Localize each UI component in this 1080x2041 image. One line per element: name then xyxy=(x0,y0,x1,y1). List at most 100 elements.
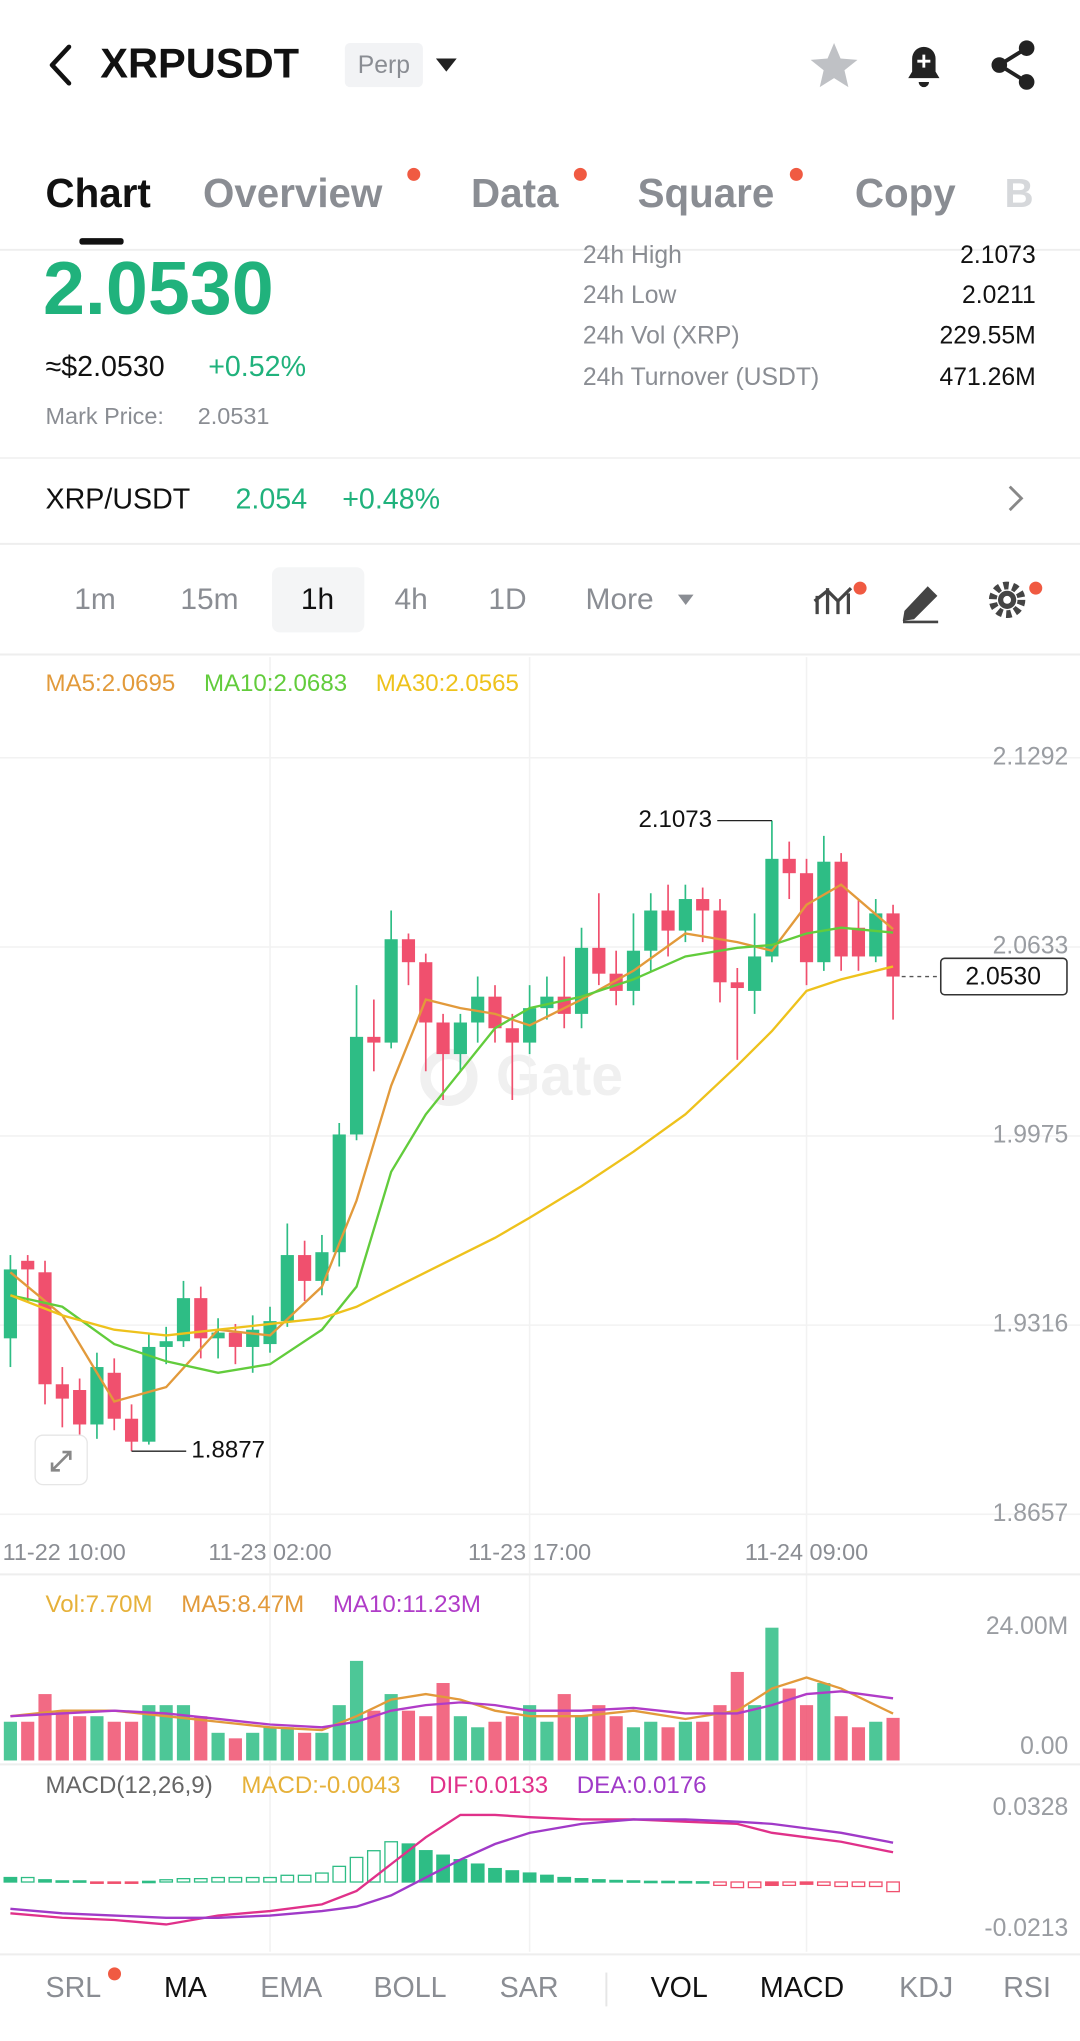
candle-body xyxy=(713,910,727,983)
interval[interactable]: 1m xyxy=(74,583,116,616)
volume-bar xyxy=(696,1721,710,1761)
tab[interactable]: Square xyxy=(638,170,775,216)
indicator-tab[interactable]: SRL xyxy=(46,1972,102,2004)
indicator-line xyxy=(10,1818,894,1919)
indicator-tab[interactable]: EMA xyxy=(260,1972,323,2004)
macd-bar xyxy=(418,1850,433,1883)
volume-bar xyxy=(730,1671,744,1761)
y-tick-label: 1.9975 xyxy=(993,1121,1069,1148)
indicator-icon[interactable] xyxy=(813,586,853,615)
badge-dot xyxy=(407,167,421,181)
favorite-icon[interactable] xyxy=(810,42,858,88)
legend-entry: MA10:11.23M xyxy=(333,1591,481,1618)
x-tick-label: 11-23 02:00 xyxy=(208,1539,331,1565)
volume-bar xyxy=(592,1705,606,1761)
volume-bar xyxy=(505,1716,519,1761)
indicator-tab[interactable]: MACD xyxy=(760,1972,844,2004)
settings-icon-hole xyxy=(1003,595,1012,604)
candle-body xyxy=(765,858,779,957)
last-price: 2.0530 xyxy=(43,246,274,330)
macd-bar xyxy=(384,1841,399,1883)
volume-bar xyxy=(349,1660,364,1761)
candle-body xyxy=(38,1272,52,1385)
interval[interactable]: 4h xyxy=(395,583,428,616)
volume-bar xyxy=(851,1727,866,1761)
indicator-tab[interactable]: BOLL xyxy=(373,1972,446,2004)
volume-bar xyxy=(107,1721,121,1761)
tab[interactable]: Overview xyxy=(203,170,383,216)
candle-body xyxy=(817,861,831,963)
macd-bar xyxy=(643,1880,658,1884)
legend-entry: MA5:2.0695 xyxy=(46,670,176,697)
plot: 11-22 10:00 11-23 02:00 11-23 17:00 11-24 0… xyxy=(0,657,1080,1952)
indicator-tab[interactable]: RSI xyxy=(1003,1972,1051,2004)
volume-bar xyxy=(436,1683,450,1761)
tab[interactable]: Data xyxy=(471,170,559,216)
y-tick-label: 1.9316 xyxy=(993,1311,1069,1338)
spot-change: +0.48% xyxy=(342,484,440,516)
volume-bar xyxy=(765,1627,779,1761)
spot-price: 2.054 xyxy=(236,484,308,516)
candle-body xyxy=(263,1321,277,1345)
badge-dot xyxy=(853,581,867,595)
last-price-box xyxy=(939,957,1068,996)
candle-body xyxy=(834,861,848,957)
volume-bar xyxy=(678,1721,692,1761)
interval[interactable]: More xyxy=(586,583,654,616)
stat-label: 24h Low xyxy=(583,282,677,309)
tab[interactable]: Copy xyxy=(855,170,956,216)
legend-entry: DIF:0.0133 xyxy=(429,1772,548,1799)
candle-body xyxy=(505,1028,519,1043)
chevron[interactable] xyxy=(1008,485,1024,512)
volume-bar xyxy=(55,1710,69,1761)
indicator-tab[interactable]: MA xyxy=(164,1972,208,2004)
volume-bar xyxy=(574,1716,589,1761)
draw-icon[interactable] xyxy=(902,586,939,624)
volume-bar xyxy=(384,1694,398,1761)
candle-body xyxy=(799,873,814,963)
volume-bar xyxy=(211,1732,225,1761)
indicator-tab[interactable]: VOL xyxy=(651,1972,708,2004)
volume-bar xyxy=(817,1683,831,1761)
candle-body xyxy=(142,1346,156,1442)
tab[interactable]: Chart xyxy=(46,170,151,216)
share-icon[interactable] xyxy=(991,40,1035,90)
badge-dot xyxy=(108,1967,122,1981)
watermark: Gate xyxy=(496,1044,623,1108)
candle-body xyxy=(211,1332,225,1339)
back-button[interactable] xyxy=(49,44,72,86)
macd-bar xyxy=(470,1863,485,1883)
macd-bar xyxy=(609,1879,624,1883)
legend-entry: Vol:7.70M xyxy=(46,1591,153,1618)
settings-icon[interactable] xyxy=(988,581,1026,619)
badge-dot xyxy=(573,167,587,181)
candle-body xyxy=(869,913,883,957)
price-change: +0.52% xyxy=(208,351,306,383)
candle-body xyxy=(748,956,762,991)
volume-bar xyxy=(280,1727,294,1761)
interval[interactable]: 1D xyxy=(488,583,526,616)
interval[interactable]: 1h xyxy=(301,583,334,616)
dropdown xyxy=(677,594,694,606)
indicator-line xyxy=(10,1676,894,1732)
stat-label: 24h Turnover (USDT) xyxy=(583,364,819,391)
indicator-tab[interactable]: KDJ xyxy=(899,1972,953,2004)
macd-bar xyxy=(747,1881,762,1889)
tab[interactable]: B xyxy=(1005,170,1034,216)
candle-body xyxy=(73,1390,87,1425)
stat-value: 229.55M xyxy=(940,323,1036,350)
usd-price: ≈$2.0530 xyxy=(46,351,165,383)
candle-body xyxy=(90,1367,104,1425)
dropdown[interactable] xyxy=(435,58,457,72)
y-tick-label: -0.0213 xyxy=(984,1915,1068,1942)
legend-entry: MA5:8.47M xyxy=(181,1591,304,1618)
spot-pair[interactable]: XRP/USDT xyxy=(46,484,191,516)
volume-bar xyxy=(159,1705,173,1761)
macd-bar xyxy=(574,1878,589,1883)
interval[interactable]: 15m xyxy=(180,583,238,616)
stat-value: 2.1073 xyxy=(960,242,1036,269)
stat-value: 2.0211 xyxy=(962,282,1036,309)
indicator-tab[interactable]: SAR xyxy=(500,1972,559,2004)
macd-bar xyxy=(280,1874,295,1883)
y-tick-label: 0.00 xyxy=(1020,1733,1068,1760)
